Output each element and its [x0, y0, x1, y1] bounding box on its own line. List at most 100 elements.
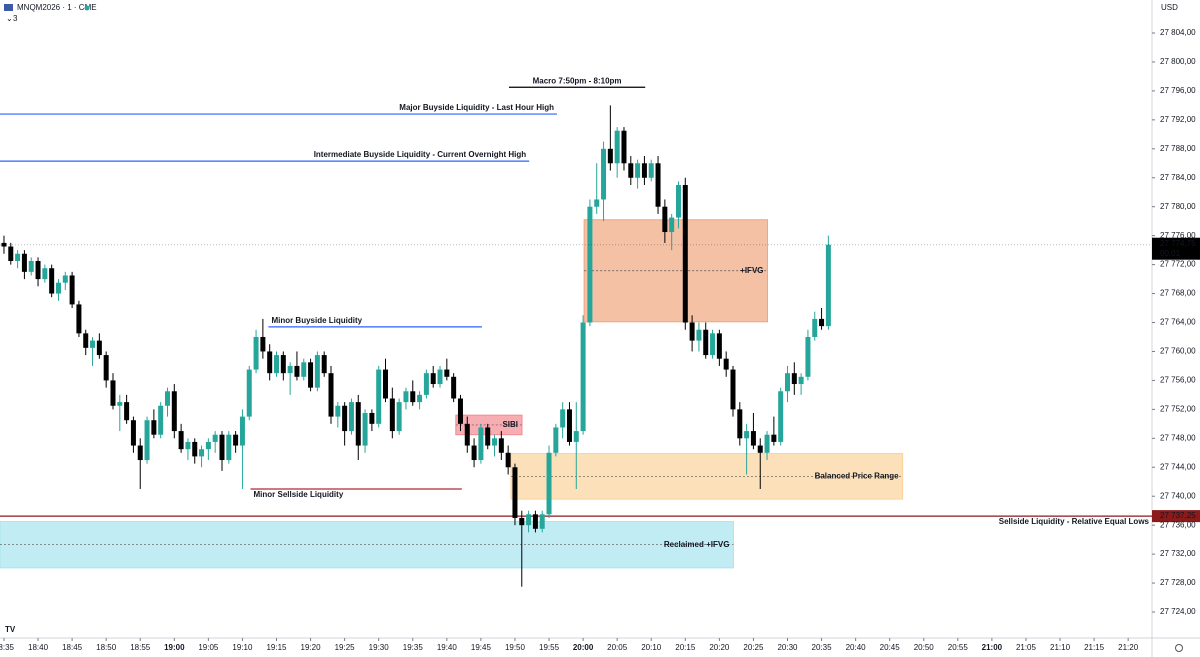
candle-body — [144, 420, 150, 461]
candle-body — [151, 420, 157, 435]
candle-body — [764, 434, 770, 453]
last-price-label: 27 774,75 — [1160, 239, 1196, 248]
candle-body — [594, 199, 600, 207]
header: MNQM2026 · 1 · CME ⌄ 3 USD — [4, 3, 1178, 23]
candle-body — [83, 333, 89, 348]
candle-body — [464, 423, 470, 446]
candle-body — [389, 398, 395, 432]
candle-body — [723, 358, 729, 370]
candle-body — [621, 130, 627, 164]
x-tick-label: 20:00 — [573, 643, 594, 652]
x-tick-label: 19:20 — [301, 643, 322, 652]
x-tick-label: 20:35 — [812, 643, 833, 652]
candle-body — [437, 369, 443, 385]
level-label: Macro 7:50pm - 8:10pm — [533, 76, 622, 85]
candle-body — [124, 402, 130, 421]
zone-label: +IFVG — [740, 266, 763, 275]
candle-body — [553, 427, 559, 453]
candle-body — [49, 268, 55, 294]
candle-body — [42, 268, 48, 280]
candle-body — [492, 438, 498, 446]
candle-body — [505, 452, 511, 468]
zone-label: SIBI — [502, 420, 518, 429]
candle-body — [784, 373, 790, 392]
candle-body — [614, 130, 620, 164]
y-tick-label: 27 748,00 — [1160, 433, 1196, 442]
countdown: 00:01 — [1160, 249, 1181, 258]
x-tick-label: 20:10 — [641, 643, 662, 652]
candle-body — [253, 336, 259, 370]
candle-body — [532, 514, 538, 529]
candle-body — [308, 362, 314, 388]
candle-body — [628, 163, 634, 178]
zone-label: Reclaimed +IFVG — [664, 540, 730, 549]
candle-body — [226, 434, 232, 461]
x-tick-label: 19:45 — [471, 643, 492, 652]
candle-body — [219, 434, 225, 461]
y-tick-label: 27 800,00 — [1160, 57, 1196, 66]
y-tick-label: 27 784,00 — [1160, 173, 1196, 182]
x-tick-label: 18:45 — [62, 643, 83, 652]
x-tick-label: 18:35 — [0, 643, 15, 652]
candle-body — [335, 405, 341, 417]
candle-body — [675, 184, 681, 218]
plot-area: Major Buyside Liquidity - Last Hour High… — [0, 76, 1200, 587]
candle-body — [96, 340, 102, 356]
candle-body — [287, 365, 293, 374]
candle-body — [301, 362, 307, 377]
y-tick-label: 27 788,00 — [1160, 144, 1196, 153]
candle-body — [348, 402, 354, 432]
level-label: Minor Buyside Liquidity — [271, 316, 362, 325]
candle-body — [110, 380, 116, 406]
candle-body — [580, 322, 586, 432]
candle-body — [417, 394, 423, 403]
candle-body — [478, 427, 484, 461]
candle-body — [825, 244, 831, 327]
candle-body — [137, 445, 143, 461]
y-tick-label: 27 728,00 — [1160, 578, 1196, 587]
indicator-count[interactable]: 3 — [13, 14, 18, 23]
candle-body — [498, 438, 504, 453]
x-tick-label: 20:30 — [777, 643, 798, 652]
zone-label: Balanced Price Range — [815, 471, 900, 480]
candle-body — [205, 441, 211, 450]
candle-body — [696, 329, 702, 341]
candle-body — [566, 409, 572, 442]
candle-body — [744, 431, 750, 439]
candle-body — [457, 398, 463, 424]
candle-body — [321, 355, 327, 374]
x-tick-label: 19:10 — [232, 643, 253, 652]
candle-body — [716, 333, 722, 359]
candle-body — [171, 391, 177, 432]
candle-body — [158, 405, 164, 435]
y-tick-label: 27 736,00 — [1160, 520, 1196, 529]
candle-body — [8, 246, 14, 261]
candle-body — [233, 434, 239, 446]
x-tick-label: 21:00 — [982, 643, 1003, 652]
candle-body — [641, 163, 647, 178]
candle-body — [430, 373, 436, 385]
candle-body — [526, 514, 532, 526]
x-tick-label: 18:50 — [96, 643, 117, 652]
candle-body — [791, 373, 797, 385]
candle-body — [76, 304, 82, 334]
candle-body — [130, 420, 136, 446]
candle-body — [239, 416, 245, 446]
currency[interactable]: USD — [1161, 3, 1178, 12]
candle-body — [798, 376, 804, 385]
y-tick-label: 27 780,00 — [1160, 202, 1196, 211]
x-tick-label: 21:05 — [1016, 643, 1037, 652]
candle-body — [103, 355, 109, 381]
x-tick-label: 20:50 — [914, 643, 935, 652]
flag-icon — [4, 4, 13, 11]
candle-body — [274, 355, 280, 374]
last-price-box — [1152, 237, 1200, 260]
x-tick-label: 19:00 — [164, 643, 185, 652]
y-tick-label: 27 752,00 — [1160, 404, 1196, 413]
x-tick-label: 19:55 — [539, 643, 560, 652]
x-tick-label: 20:55 — [948, 643, 969, 652]
candle-body — [485, 427, 491, 446]
candle-body — [212, 434, 218, 442]
settings-icon[interactable] — [1175, 644, 1183, 652]
chevron: ⌄ — [6, 14, 13, 23]
